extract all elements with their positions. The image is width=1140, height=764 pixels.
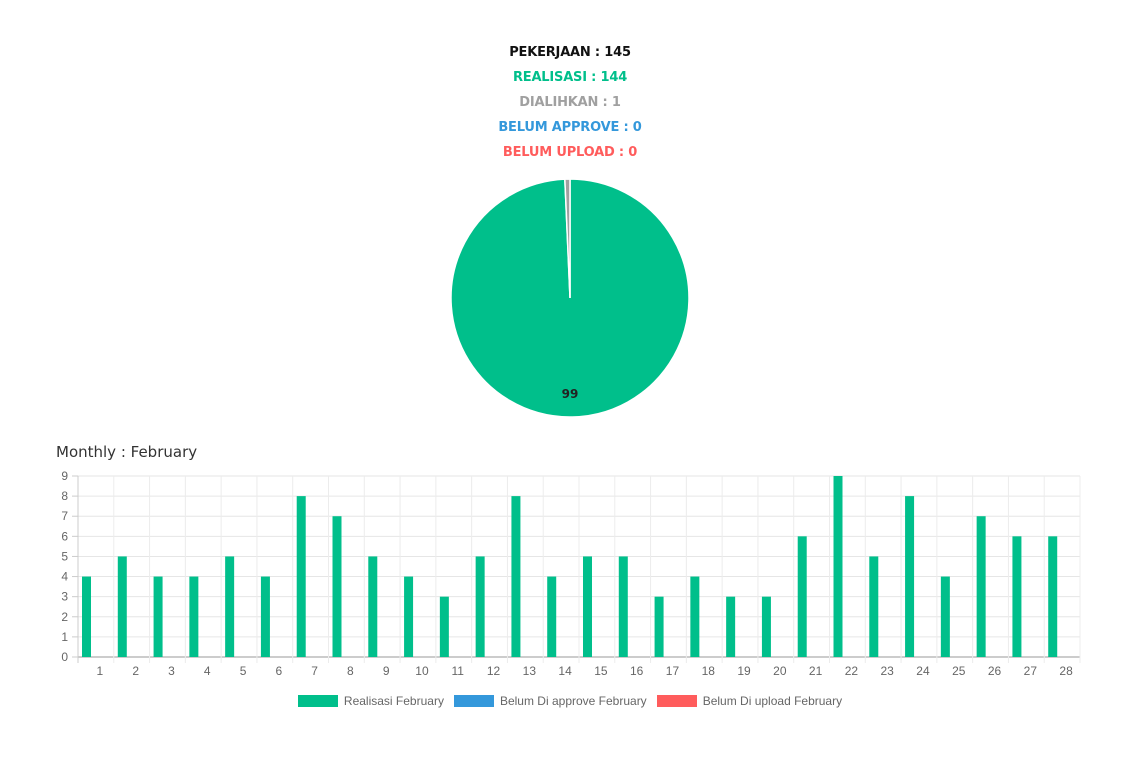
y-tick-label: 3 — [61, 590, 68, 604]
bar-realisasi-february-25 — [940, 576, 950, 657]
x-tick-label: 3 — [168, 664, 175, 678]
legend-swatch — [453, 695, 494, 707]
x-tick-label: 28 — [1059, 664, 1073, 678]
y-tick-label: 8 — [61, 489, 68, 503]
y-tick-label: 4 — [61, 570, 68, 584]
x-tick-label: 6 — [275, 664, 282, 678]
legend-item[interactable]: Belum Di approve February — [453, 694, 647, 708]
legend-swatch — [656, 695, 697, 707]
bar-realisasi-february-16 — [618, 556, 628, 657]
bar-legend: Realisasi February Belum Di approve Febru… — [0, 694, 1140, 708]
pie-data-label: 99 — [562, 387, 579, 401]
bar-realisasi-february-18 — [690, 576, 700, 657]
x-tick-label: 24 — [916, 664, 930, 678]
dialihkan-total: DIALIHKAN : 1 — [519, 95, 621, 110]
bar-realisasi-february-22 — [833, 476, 843, 657]
bar-realisasi-february-27 — [1012, 536, 1022, 657]
monthly-title: Monthly : February — [56, 443, 198, 461]
x-tick-label: 9 — [383, 664, 390, 678]
y-tick-label: 9 — [61, 469, 68, 483]
bar-realisasi-february-20 — [761, 596, 771, 657]
realisasi-total: REALISASI : 144 — [512, 70, 628, 85]
x-tick-label: 4 — [204, 664, 211, 678]
bar-realisasi-february-13 — [511, 496, 521, 657]
legend-label: Realisasi February — [343, 694, 444, 708]
bar-realisasi-february-2 — [117, 556, 127, 657]
bar-realisasi-february-10 — [404, 576, 414, 657]
bar-realisasi-february-12 — [475, 556, 485, 657]
x-tick-label: 18 — [702, 664, 716, 678]
x-tick-label: 21 — [809, 664, 823, 678]
x-tick-label: 8 — [347, 664, 354, 678]
x-tick-label: 23 — [880, 664, 894, 678]
bar-realisasi-february-26 — [976, 516, 986, 657]
x-tick-label: 27 — [1024, 664, 1038, 678]
x-tick-label: 5 — [240, 664, 247, 678]
bar-realisasi-february-17 — [654, 596, 664, 657]
y-tick-label: 6 — [61, 529, 68, 543]
x-tick-label: 17 — [666, 664, 680, 678]
y-tick-label: 0 — [61, 650, 68, 664]
bar-realisasi-february-4 — [189, 576, 199, 657]
bar-realisasi-february-9 — [368, 556, 378, 657]
x-tick-label: 13 — [523, 664, 537, 678]
x-tick-label: 26 — [988, 664, 1002, 678]
legend-label: Belum Di approve February — [499, 694, 647, 708]
x-tick-label: 22 — [845, 664, 859, 678]
pekerjaan-total: PEKERJAAN : 145 — [509, 45, 631, 60]
x-tick-label: 7 — [311, 664, 318, 678]
bar-realisasi-february-19 — [726, 596, 736, 657]
y-tick-label: 2 — [61, 610, 68, 624]
x-tick-label: 19 — [737, 664, 751, 678]
bar-realisasi-february-28 — [1048, 536, 1058, 657]
belum-upload-total: BELUM UPLOAD : 0 — [502, 145, 638, 160]
bar-realisasi-february-5 — [225, 556, 235, 657]
bar-realisasi-february-23 — [869, 556, 879, 657]
x-tick-label: 12 — [487, 664, 501, 678]
y-tick-label: 7 — [61, 509, 68, 523]
x-tick-label: 16 — [630, 664, 644, 678]
bar-realisasi-february-7 — [296, 496, 306, 657]
bar-realisasi-february-21 — [797, 536, 807, 657]
x-tick-label: 15 — [594, 664, 608, 678]
pie-chart: 99 — [450, 178, 690, 418]
legend-swatch — [297, 695, 338, 707]
pie-slice-dialihkan — [564, 178, 571, 299]
bar-realisasi-february-15 — [583, 556, 592, 657]
legend-label: Belum Di upload February — [702, 694, 843, 708]
x-tick-label: 10 — [415, 664, 429, 678]
legend-item[interactable]: Belum Di upload February — [656, 694, 843, 708]
bar-realisasi-february-11 — [439, 596, 449, 657]
x-tick-label: 14 — [558, 664, 572, 678]
bar-realisasi-february-8 — [332, 516, 342, 657]
x-tick-label: 11 — [452, 664, 465, 678]
belum-approve-total: BELUM APPROVE : 0 — [498, 120, 642, 135]
bar-realisasi-february-1 — [82, 576, 91, 657]
bar-realisasi-february-24 — [905, 496, 915, 657]
legend-item[interactable]: Realisasi February — [297, 694, 444, 708]
x-tick-label: 2 — [132, 664, 139, 678]
bar-realisasi-february-14 — [547, 576, 557, 657]
y-tick-label: 5 — [61, 549, 68, 563]
x-tick-label: 20 — [773, 664, 787, 678]
summary-panel: PEKERJAAN : 145 REALISASI : 144 DIALIHKA… — [0, 40, 1140, 165]
x-tick-label: 1 — [97, 664, 104, 678]
y-tick-label: 1 — [61, 630, 68, 644]
bar-realisasi-february-3 — [153, 576, 163, 657]
bar-realisasi-february-6 — [260, 576, 270, 657]
x-tick-label: 25 — [952, 664, 966, 678]
